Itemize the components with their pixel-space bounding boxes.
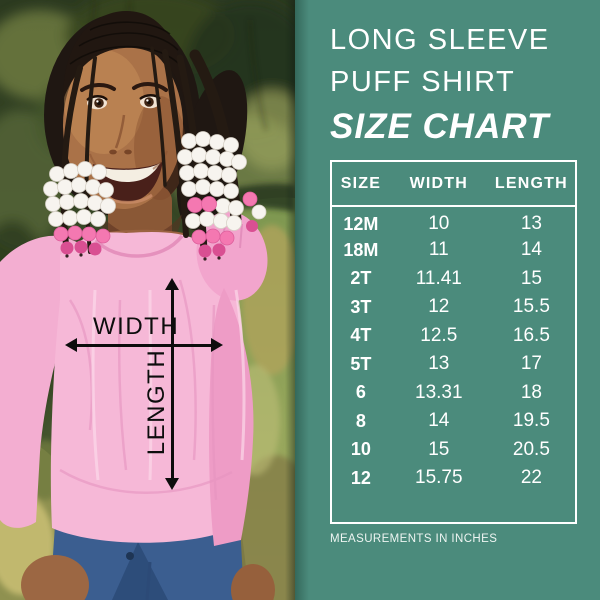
header-width: WIDTH xyxy=(389,161,488,207)
title-size-chart: SIZE CHART xyxy=(330,107,550,146)
table-row: 12M 10 13 xyxy=(331,206,576,236)
length-arrow xyxy=(165,278,179,490)
width-label: WIDTH xyxy=(93,313,180,340)
cell-size: 3T xyxy=(350,296,372,317)
header-length: LENGTH xyxy=(487,161,576,207)
cell-width: 11 xyxy=(428,239,449,261)
photo-edge-shadow xyxy=(285,0,295,600)
cell-length: 20.5 xyxy=(512,438,550,460)
table-row: 10 15 20.5 xyxy=(331,436,576,465)
cell-size: 5T xyxy=(350,353,372,374)
size-chart-table: SIZE WIDTH LENGTH 12M 10 13 18M 11 14 2T 11.41 1… xyxy=(330,160,577,524)
cell-length: 17 xyxy=(520,353,542,375)
cell-size: 6 xyxy=(355,382,366,403)
cell-size: 10 xyxy=(350,439,371,460)
cell-width: 13 xyxy=(428,353,450,375)
cell-width: 15 xyxy=(428,438,450,460)
cell-length: 18 xyxy=(520,381,542,403)
cell-size: 2T xyxy=(350,268,372,289)
table-row: 3T 12 15.5 xyxy=(331,293,576,322)
table-row: 6 13.31 18 xyxy=(331,379,576,408)
table-row: 5T 13 17 xyxy=(331,350,576,379)
cell-width: 10 xyxy=(428,213,450,234)
cell-width: 15.75 xyxy=(415,467,463,489)
cell-length: 13 xyxy=(520,213,542,234)
info-panel: LONG SLEEVE PUFF SHIRT SIZE CHART SIZE W… xyxy=(295,0,600,600)
size-table-body: 12M 10 13 18M 11 14 2T 11.41 15 3T 12 15.5 4T 12.5 16.… xyxy=(331,206,576,523)
table-row: 18M 11 14 xyxy=(331,236,576,265)
cell-size: 12M xyxy=(343,213,379,234)
table-row: 2T 11.41 15 xyxy=(331,265,576,294)
cell-length: 15.5 xyxy=(512,296,550,318)
photo-region: WIDTH LENGTH xyxy=(0,0,295,600)
title-line-1: LONG SLEEVE xyxy=(330,24,550,56)
cell-length: 14 xyxy=(520,239,542,261)
cell-width: 12 xyxy=(428,296,450,318)
cell-size: 18M xyxy=(343,239,379,260)
cell-width: 11.41 xyxy=(415,267,462,289)
cell-width: 13.31 xyxy=(415,381,463,403)
table-header-row: SIZE WIDTH LENGTH xyxy=(331,161,576,207)
cell-length: 16.5 xyxy=(512,324,550,346)
table-spacer-row xyxy=(331,493,576,523)
length-label: LENGTH xyxy=(143,348,170,456)
cell-size: 4T xyxy=(350,325,372,346)
table-row: 4T 12.5 16.5 xyxy=(331,322,576,351)
girl-illustration xyxy=(0,0,295,600)
cell-length: 19.5 xyxy=(512,410,550,432)
footnote: MEASUREMENTS IN INCHES xyxy=(330,532,498,545)
width-arrow xyxy=(65,338,223,352)
cell-length: 15 xyxy=(520,267,542,289)
header-size: SIZE xyxy=(331,161,390,207)
cell-length: 22 xyxy=(520,467,542,489)
table-row: 8 14 19.5 xyxy=(331,407,576,436)
title-line-2: PUFF SHIRT xyxy=(330,66,516,98)
table-row: 12 15.75 22 xyxy=(331,464,576,493)
cell-width: 12.5 xyxy=(420,324,458,346)
cell-size: 12 xyxy=(350,467,371,488)
cell-width: 14 xyxy=(428,410,450,432)
cell-size: 8 xyxy=(355,410,366,431)
